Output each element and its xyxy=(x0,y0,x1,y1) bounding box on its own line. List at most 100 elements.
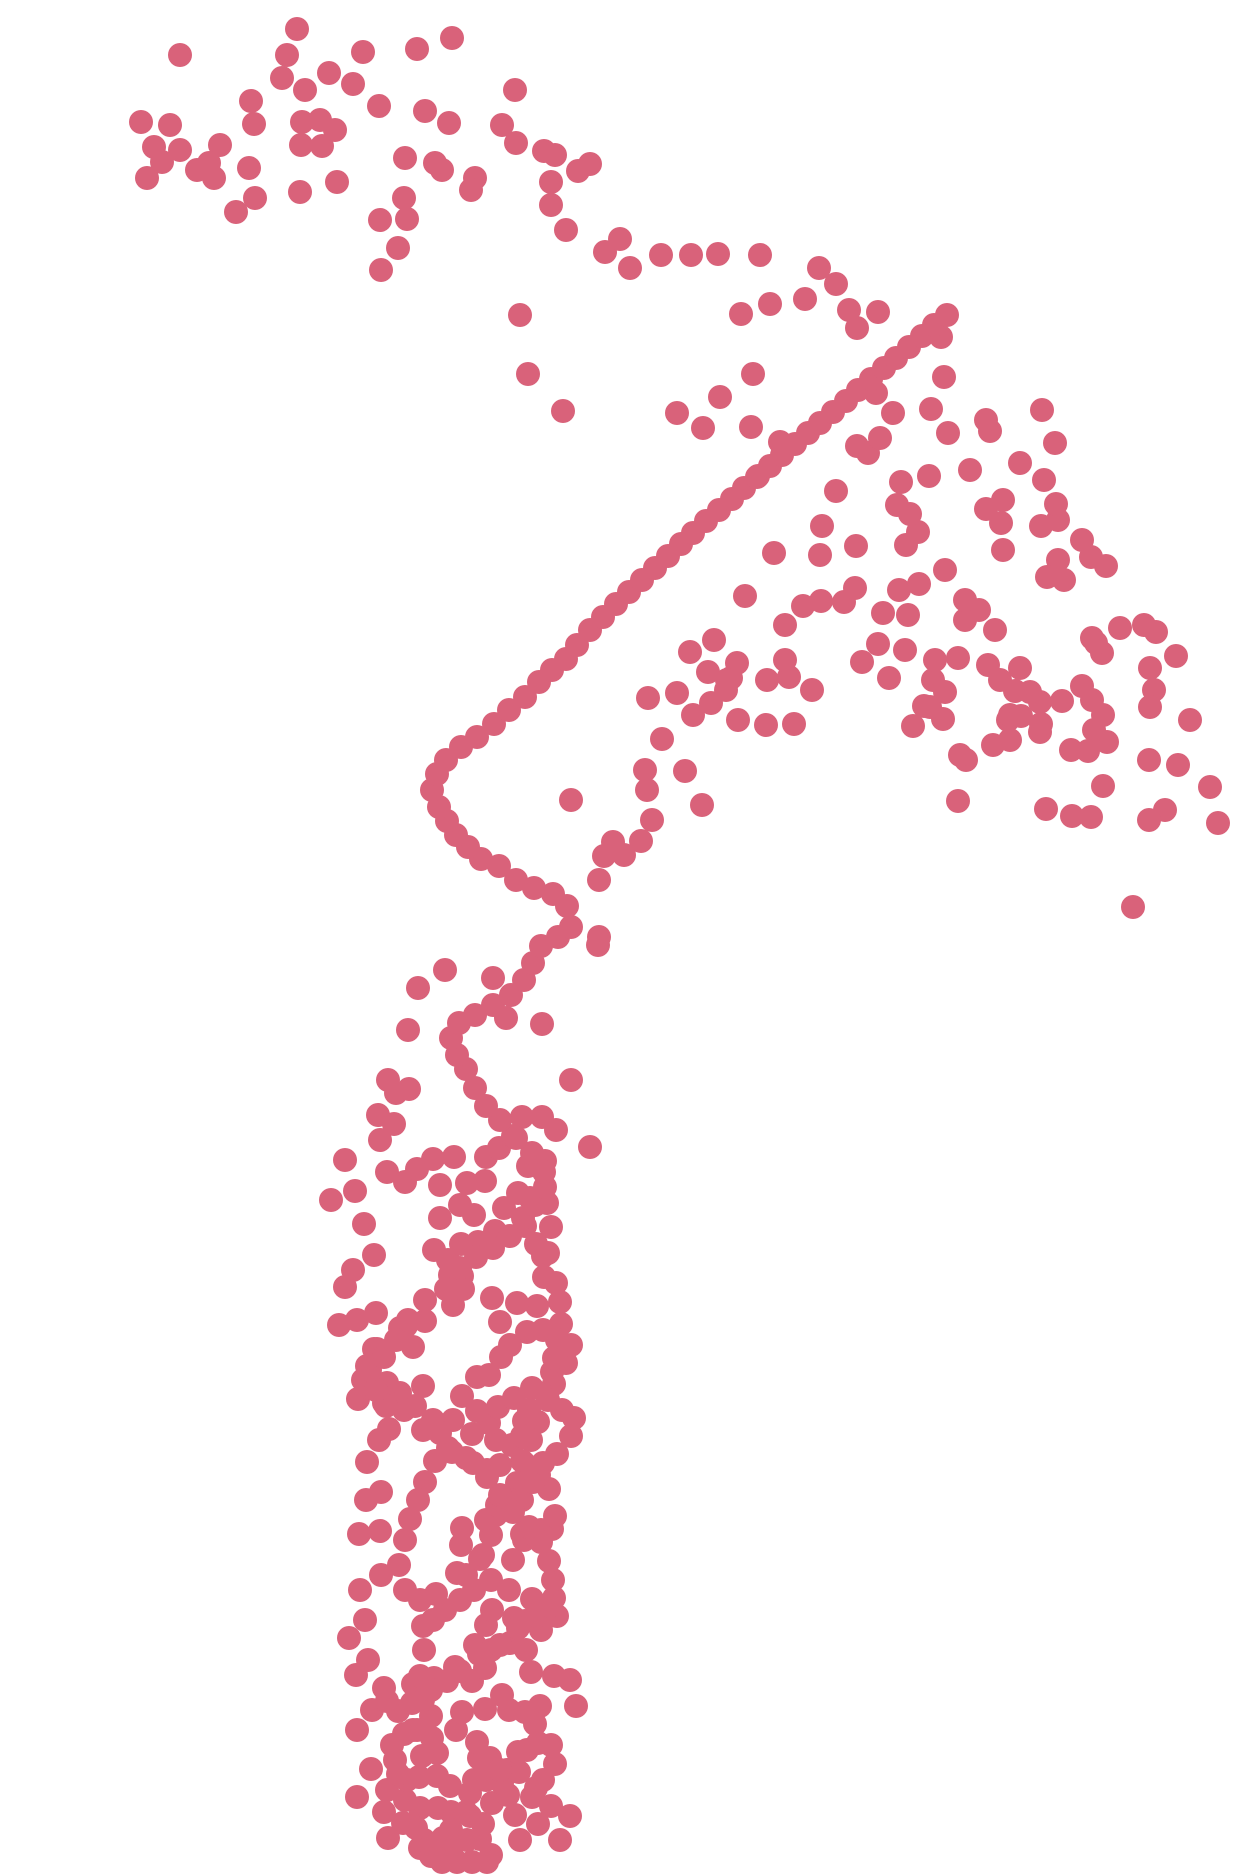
data-point-0-434 xyxy=(471,1543,495,1567)
data-point-0-354 xyxy=(411,1374,435,1398)
data-point-0-429 xyxy=(510,1449,534,1473)
data-point-0-447 xyxy=(450,1516,474,1540)
data-point-0-375 xyxy=(375,1160,399,1184)
data-point-0-107 xyxy=(896,603,920,627)
data-point-0-141 xyxy=(936,421,960,445)
data-point-0-10 xyxy=(289,133,313,157)
data-point-0-240 xyxy=(319,1188,343,1212)
data-point-0-524 xyxy=(411,1418,435,1442)
data-point-0-6 xyxy=(270,66,294,90)
data-point-0-139 xyxy=(868,426,892,450)
data-point-0-225 xyxy=(578,1135,602,1159)
data-point-0-123 xyxy=(1198,775,1222,799)
data-point-0-230 xyxy=(433,958,457,982)
data-point-0-576 xyxy=(497,698,521,722)
data-point-0-263 xyxy=(353,1608,377,1632)
data-point-0-304 xyxy=(514,1638,538,1662)
data-point-0-547 xyxy=(463,1076,487,1100)
data-point-0-68 xyxy=(758,292,782,316)
data-point-0-192 xyxy=(948,743,972,767)
data-point-0-213 xyxy=(673,759,697,783)
data-point-0-351 xyxy=(460,1422,484,1446)
data-point-0-258 xyxy=(354,1488,378,1512)
data-point-0-177 xyxy=(1094,554,1118,578)
data-point-0-61 xyxy=(649,243,673,267)
data-point-0-318 xyxy=(508,1828,532,1852)
data-point-0-362 xyxy=(413,1309,437,1333)
data-point-0-42 xyxy=(543,143,567,167)
data-point-0-20 xyxy=(208,133,232,157)
data-point-0-384 xyxy=(544,1118,568,1142)
data-point-0-19 xyxy=(237,156,261,180)
data-point-0-466 xyxy=(413,1470,437,1494)
data-point-0-208 xyxy=(678,640,702,664)
data-point-0-382 xyxy=(510,1105,534,1129)
data-point-0-242 xyxy=(352,1212,376,1236)
data-point-0-574 xyxy=(465,725,489,749)
data-point-0-231 xyxy=(406,976,430,1000)
data-point-0-100 xyxy=(887,578,911,602)
data-point-0-65 xyxy=(807,256,831,280)
data-point-0-377 xyxy=(421,1147,445,1171)
data-point-0-268 xyxy=(345,1718,369,1742)
data-point-0-172 xyxy=(917,464,941,488)
data-point-0-408 xyxy=(544,1271,568,1295)
data-point-0-75 xyxy=(919,397,943,421)
data-point-0-246 xyxy=(327,1313,351,1337)
data-point-0-37 xyxy=(423,151,447,175)
data-point-0-59 xyxy=(551,399,575,423)
data-point-0-108 xyxy=(871,601,895,625)
data-point-0-116 xyxy=(1091,774,1115,798)
data-point-0-255 xyxy=(367,1428,391,1452)
data-point-0-175 xyxy=(1044,492,1068,516)
data-point-0-0 xyxy=(275,43,299,67)
data-point-0-444 xyxy=(462,1578,486,1602)
data-point-0-473 xyxy=(421,1608,445,1632)
data-point-0-395 xyxy=(489,1345,513,1369)
data-point-0-237 xyxy=(382,1112,406,1136)
data-point-0-370 xyxy=(462,1203,486,1227)
data-point-0-288 xyxy=(465,1730,489,1754)
data-point-0-256 xyxy=(355,1450,379,1474)
data-point-0-553 xyxy=(481,993,505,1017)
data-point-0-143 xyxy=(1030,398,1054,422)
data-point-0-184 xyxy=(1076,739,1100,763)
data-point-0-113 xyxy=(1034,797,1058,821)
data-point-0-30 xyxy=(224,200,248,224)
data-point-0-248 xyxy=(364,1301,388,1325)
data-point-0-64 xyxy=(748,243,772,267)
data-point-0-11 xyxy=(341,72,365,96)
data-point-0-544 xyxy=(504,1126,528,1150)
data-point-0-40 xyxy=(490,113,514,137)
data-point-0-526 xyxy=(392,1398,416,1422)
data-point-0-218 xyxy=(559,788,583,812)
data-point-0-209 xyxy=(665,681,689,705)
data-point-0-508 xyxy=(448,1659,472,1683)
data-point-0-261 xyxy=(369,1563,393,1587)
data-point-0-451 xyxy=(521,1470,545,1494)
data-point-0-443 xyxy=(480,1598,504,1622)
data-point-0-21 xyxy=(135,166,159,190)
data-point-0-142 xyxy=(974,408,998,432)
data-point-0-205 xyxy=(699,691,723,715)
data-point-0-166 xyxy=(907,572,931,596)
data-point-0-305 xyxy=(519,1660,543,1684)
data-point-0-179 xyxy=(1144,620,1168,644)
data-point-0-492 xyxy=(455,1828,479,1852)
data-point-0-81 xyxy=(739,415,763,439)
data-point-0-191 xyxy=(981,733,1005,757)
data-point-0-118 xyxy=(1137,748,1161,772)
data-point-0-490 xyxy=(503,1803,527,1827)
data-point-0-212 xyxy=(633,758,657,782)
series-points xyxy=(129,17,1230,1874)
data-point-0-392 xyxy=(525,1294,549,1318)
data-point-0-71 xyxy=(845,316,869,340)
data-point-0-39 xyxy=(503,78,527,102)
data-point-0-419 xyxy=(480,1286,504,1310)
data-point-0-60 xyxy=(608,227,632,251)
data-point-0-207 xyxy=(696,660,720,684)
data-point-0-546 xyxy=(474,1094,498,1118)
data-point-0-25 xyxy=(150,150,174,174)
data-point-0-480 xyxy=(438,1774,462,1798)
